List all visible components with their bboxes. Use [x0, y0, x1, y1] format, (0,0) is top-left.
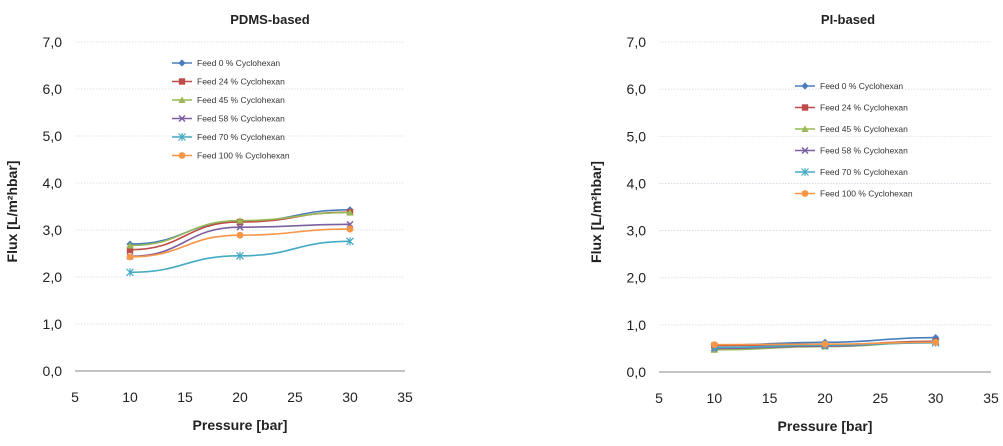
legend-entry: Feed 24 % Cyclohexan	[795, 103, 908, 113]
data-point	[710, 341, 718, 349]
x-axis-label: Pressure [bar]	[778, 418, 873, 434]
legend-entry: Feed 45 % Cyclohexan	[795, 124, 908, 134]
x-tick-label: 20	[817, 390, 833, 406]
legend-entry: Feed 100 % Cyclohexan	[172, 151, 290, 161]
legend-label: Feed 45 % Cyclohexan	[820, 124, 908, 134]
y-tick-label: 0,0	[627, 364, 647, 380]
chart-title: PI-based	[821, 12, 875, 27]
legend-entry: Feed 0 % Cyclohexan	[795, 81, 903, 91]
y-tick-label: 3,0	[43, 222, 63, 238]
y-tick-label: 1,0	[43, 316, 63, 332]
data-point	[126, 253, 134, 261]
legend-marker	[801, 146, 809, 155]
legend-marker	[178, 133, 186, 141]
legend-marker	[801, 190, 809, 197]
legend-label: Feed 70 % Cyclohexan	[820, 167, 908, 177]
legend-marker	[178, 114, 186, 123]
y-tick-label: 4,0	[627, 175, 647, 191]
data-point	[236, 223, 244, 231]
legend-label: Feed 0 % Cyclohexan	[820, 81, 903, 91]
y-tick-label: 2,0	[43, 269, 63, 285]
legend-label: Feed 45 % Cyclohexan	[197, 95, 285, 105]
legend-label: Feed 58 % Cyclohexan	[820, 146, 908, 156]
x-tick-label: 25	[873, 390, 889, 406]
chart-panel-1: PDMS-based 0,0 1,0 2,0 3,0 4,0 5,0 6,0 7,0 5 10 15 2…	[4, 12, 413, 433]
legend-entry: Feed 45 % Cyclohexan	[172, 95, 285, 105]
legend-marker	[801, 125, 809, 132]
legend-label: Feed 100 % Cyclohexan	[197, 151, 290, 161]
data-point	[236, 231, 244, 239]
y-tick-label: 3,0	[627, 223, 647, 239]
y-tick-label: 1,0	[627, 317, 647, 333]
x-tick-label: 5	[71, 389, 79, 405]
legend-marker	[801, 104, 809, 111]
x-tick-label: 15	[177, 389, 193, 405]
data-point	[126, 241, 134, 249]
x-tick-label: 35	[397, 389, 413, 405]
data-point	[346, 225, 354, 233]
data-point	[126, 268, 134, 277]
legend-entry: Feed 100 % Cyclohexan	[795, 189, 913, 199]
legend-label: Feed 100 % Cyclohexan	[820, 189, 913, 199]
legend-entry: Feed 58 % Cyclohexan	[795, 146, 908, 156]
x-tick-label: 25	[287, 389, 303, 405]
x-tick-label: 15	[762, 390, 778, 406]
legend-entry: Feed 70 % Cyclohexan	[172, 132, 285, 142]
x-tick-label: 30	[928, 390, 944, 406]
y-axis-label: Flux [L/m²hbar]	[588, 161, 604, 263]
x-tick-label: 20	[232, 389, 248, 405]
legend-entry: Feed 58 % Cyclohexan	[172, 114, 285, 124]
y-tick-label: 7,0	[627, 34, 647, 50]
legend-label: Feed 24 % Cyclohexan	[820, 103, 908, 113]
y-tick-label: 6,0	[627, 81, 647, 97]
y-tick-label: 6,0	[43, 81, 63, 97]
legend-marker	[178, 96, 186, 103]
series-6	[126, 225, 354, 261]
data-point	[126, 246, 134, 253]
legend: Feed 0 % Cyclohexan Feed 24 % Cyclohexan F…	[795, 81, 913, 199]
legend-label: Feed 0 % Cyclohexan	[197, 58, 280, 68]
legend-marker	[801, 168, 809, 176]
y-tick-label: 2,0	[627, 270, 647, 286]
legend-label: Feed 24 % Cyclohexan	[197, 77, 285, 87]
y-tick-label: 4,0	[43, 175, 63, 191]
legend-marker	[178, 78, 186, 85]
x-tick-label: 5	[655, 390, 663, 406]
legend-entry: Feed 70 % Cyclohexan	[795, 167, 908, 177]
y-tick-label: 0,0	[43, 363, 63, 379]
legend-entry: Feed 24 % Cyclohexan	[172, 77, 285, 87]
data-point	[236, 217, 244, 224]
legend-marker	[178, 59, 186, 67]
legend-label: Feed 70 % Cyclohexan	[197, 132, 285, 142]
data-point	[346, 209, 354, 216]
series-2	[126, 208, 354, 253]
chart-panel-2: PI-based 0,0 1,0 2,0 3,0 4,0 5,0 6,0 7,0 5 10 15 20 2…	[588, 12, 999, 434]
chart-title: PDMS-based	[230, 12, 310, 27]
series-3	[126, 209, 354, 249]
data-point	[932, 338, 940, 346]
x-tick-label: 10	[122, 389, 138, 405]
x-axis-label: Pressure [bar]	[193, 417, 288, 433]
legend-label: Feed 58 % Cyclohexan	[197, 114, 285, 124]
series-5	[126, 237, 354, 277]
y-tick-label: 7,0	[43, 34, 63, 50]
legend-marker	[178, 152, 186, 159]
x-tick-label: 10	[707, 390, 723, 406]
legend: Feed 0 % Cyclohexan Feed 24 % Cyclohexan F…	[172, 58, 290, 161]
legend-entry: Feed 0 % Cyclohexan	[172, 58, 280, 68]
data-point	[346, 237, 354, 246]
y-tick-label: 5,0	[627, 128, 647, 144]
data-point	[236, 251, 244, 260]
data-point	[821, 340, 829, 348]
series-6	[710, 338, 940, 349]
y-axis-label: Flux [L/m²hbar]	[4, 161, 20, 263]
x-tick-label: 30	[342, 389, 358, 405]
y-tick-label: 5,0	[43, 128, 63, 144]
x-tick-label: 35	[983, 390, 999, 406]
legend-marker	[801, 82, 809, 90]
